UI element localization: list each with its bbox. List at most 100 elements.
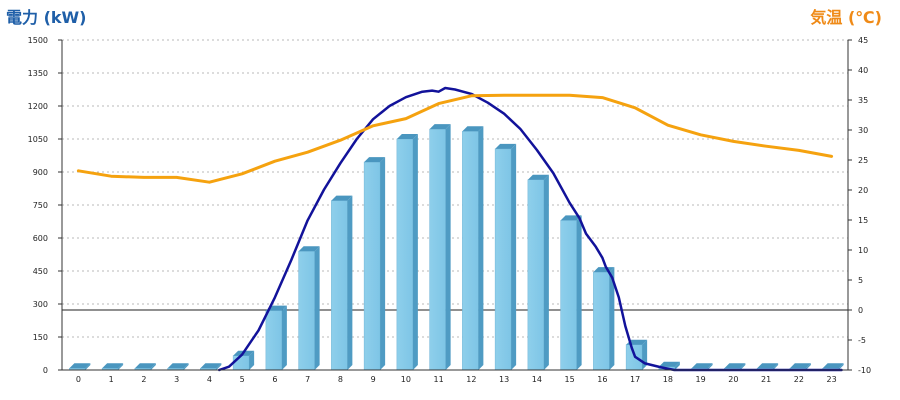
left-axis-title: 電力 (kW)	[6, 8, 87, 27]
bar-top	[396, 134, 418, 139]
x-tick-label: 0	[76, 375, 81, 384]
power-bars	[69, 124, 844, 371]
left-tick-label: 0	[43, 366, 48, 375]
right-tick-label: 25	[858, 156, 868, 165]
x-tick-label: 23	[827, 375, 837, 384]
right-tick-label: 5	[858, 276, 863, 285]
bar-side	[85, 363, 91, 370]
power-bar	[429, 124, 451, 371]
power-bar	[265, 305, 287, 371]
x-tick-label: 20	[728, 375, 738, 384]
power-bar	[625, 339, 648, 371]
bar-top	[527, 174, 549, 180]
right-tick-label: 30	[858, 126, 868, 135]
x-tick-label: 22	[794, 375, 804, 384]
power-bar	[101, 363, 124, 371]
power-bar	[331, 195, 353, 371]
power-line	[217, 86, 843, 372]
bar-top	[822, 363, 844, 369]
bar-side	[183, 363, 189, 370]
bar-side	[249, 350, 255, 370]
power-bar	[396, 134, 418, 371]
bar-front	[527, 179, 545, 371]
power-bar	[298, 246, 320, 371]
bar-top	[69, 363, 91, 369]
right-tick-label: 10	[858, 246, 868, 255]
x-tick-label: 13	[499, 375, 509, 384]
bar-side	[543, 174, 549, 370]
bar-side	[740, 363, 746, 370]
bar-top	[200, 363, 222, 369]
left-tick-label: 300	[33, 300, 48, 309]
left-tick-label: 1350	[28, 69, 48, 78]
bar-side	[150, 363, 156, 370]
bar-top	[167, 363, 189, 369]
bar-top	[560, 215, 582, 221]
bar-top	[724, 363, 746, 369]
bar-side	[347, 195, 353, 370]
series-lines	[76, 86, 843, 372]
bar-side	[118, 363, 124, 370]
bar-front	[429, 128, 446, 371]
bar-front	[560, 220, 577, 371]
right-tick-label: 35	[858, 96, 868, 105]
bar-front	[331, 200, 348, 371]
bar-front	[232, 355, 250, 371]
x-tick-label: 6	[272, 375, 277, 384]
right-tick-label: 15	[858, 216, 868, 225]
bar-side	[838, 363, 844, 370]
bar-side	[445, 124, 451, 370]
x-tick-label: 14	[532, 375, 542, 384]
left-tick-label: 450	[33, 267, 48, 276]
bar-front	[396, 138, 414, 371]
bar-top	[331, 195, 353, 201]
left-tick-label: 900	[33, 168, 48, 177]
power-bar	[527, 174, 549, 371]
bar-side	[412, 134, 418, 370]
power-bar	[134, 363, 156, 371]
x-tick-label: 12	[466, 375, 476, 384]
power-bar	[363, 157, 386, 371]
right-tick-label: -5	[858, 336, 866, 345]
axes: 01503004506007509001050120013501500-10-5…	[28, 36, 871, 384]
right-tick-label: -10	[858, 366, 871, 375]
bar-top	[495, 143, 517, 149]
power-bar	[462, 126, 484, 371]
bar-side	[478, 126, 484, 370]
right-tick-label: 45	[858, 36, 868, 45]
bar-top	[364, 157, 386, 163]
bar-front	[265, 310, 283, 371]
x-tick-label: 16	[597, 375, 607, 384]
x-tick-label: 9	[371, 375, 376, 384]
right-tick-label: 40	[858, 66, 868, 75]
bar-top	[658, 361, 680, 367]
power-bar	[69, 363, 91, 371]
x-tick-label: 7	[305, 375, 310, 384]
x-tick-label: 15	[565, 375, 575, 384]
grid-lines	[62, 39, 848, 338]
bar-side	[216, 363, 222, 370]
bar-side	[511, 143, 517, 370]
bar-top	[757, 363, 779, 369]
bar-front	[298, 250, 315, 371]
bar-front	[593, 271, 610, 371]
x-tick-label: 8	[338, 375, 343, 384]
left-tick-label: 1500	[28, 36, 48, 45]
x-tick-label: 4	[207, 375, 212, 384]
left-tick-label: 1050	[28, 135, 48, 144]
power-bar	[494, 143, 517, 371]
x-tick-label: 2	[141, 375, 146, 384]
left-tick-label: 750	[33, 201, 48, 210]
left-tick-label: 150	[33, 333, 48, 342]
bar-top	[298, 246, 320, 252]
x-tick-label: 21	[761, 375, 771, 384]
x-tick-label: 10	[401, 375, 411, 384]
bar-front	[363, 161, 381, 371]
temperature-line	[76, 93, 834, 184]
bar-top	[691, 363, 713, 369]
right-axis-title: 気温 (℃)	[810, 8, 882, 27]
bar-front	[494, 148, 512, 371]
power-bar	[593, 267, 615, 371]
bar-top	[134, 363, 156, 369]
